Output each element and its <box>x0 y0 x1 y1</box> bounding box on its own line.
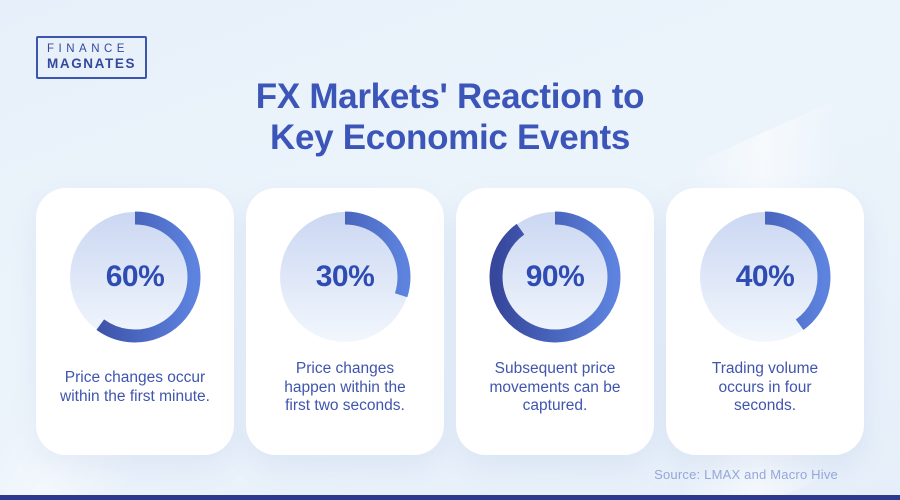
percent-label: 40% <box>735 260 795 293</box>
card-text-area: Price changes happen within the first tw… <box>246 351 444 425</box>
logo-text-magnates: MAGNATES <box>47 56 137 71</box>
donut-chart-90: 90% <box>489 211 621 343</box>
donut-arc <box>699 211 831 343</box>
donut-chart-40: 40% <box>699 211 831 343</box>
stat-card-3: 90% Subsequent price movements can be ca… <box>456 188 654 455</box>
donut-svg <box>489 211 621 343</box>
donut-disc <box>700 212 830 342</box>
donut-disc <box>280 212 410 342</box>
donut-svg <box>279 211 411 343</box>
card-description: Trading volume occurs in four seconds. <box>711 359 819 415</box>
card-description: Price changes occur within the first min… <box>60 369 210 405</box>
donut-disc <box>490 212 620 342</box>
stat-card-1: 60% Price changes occur within the first… <box>36 188 234 455</box>
stat-cards-row: 60% Price changes occur within the first… <box>36 188 864 455</box>
donut-disc <box>70 212 200 342</box>
page-title: FX Markets' Reaction to Key Economic Eve… <box>255 77 645 157</box>
source-attribution: Source: LMAX and Macro Hive <box>654 467 838 482</box>
card-description: Price changes happen within the first tw… <box>284 359 406 415</box>
donut-arc <box>489 211 621 343</box>
donut-chart-30: 30% <box>279 211 411 343</box>
percent-label: 90% <box>525 260 585 293</box>
percent-label: 60% <box>105 260 165 293</box>
percent-label: 30% <box>315 260 375 293</box>
donut-arc <box>69 211 201 343</box>
donut-svg <box>69 211 201 343</box>
stat-card-2: 30% Price changes happen within the firs… <box>246 188 444 455</box>
card-text-area: Price changes occur within the first min… <box>36 351 234 425</box>
bottom-accent-bar <box>0 495 900 500</box>
stat-card-4: 40% Trading volume occurs in four second… <box>666 188 864 455</box>
card-text-area: Trading volume occurs in four seconds. <box>666 351 864 425</box>
card-description: Subsequent price movements can be captur… <box>489 359 621 415</box>
donut-svg <box>699 211 831 343</box>
card-text-area: Subsequent price movements can be captur… <box>456 351 654 425</box>
donut-arc <box>279 211 411 343</box>
logo-text-finance: FINANCE <box>47 43 129 55</box>
donut-chart-60: 60% <box>69 211 201 343</box>
finance-magnates-logo: FINANCE MAGNATES <box>36 36 148 79</box>
